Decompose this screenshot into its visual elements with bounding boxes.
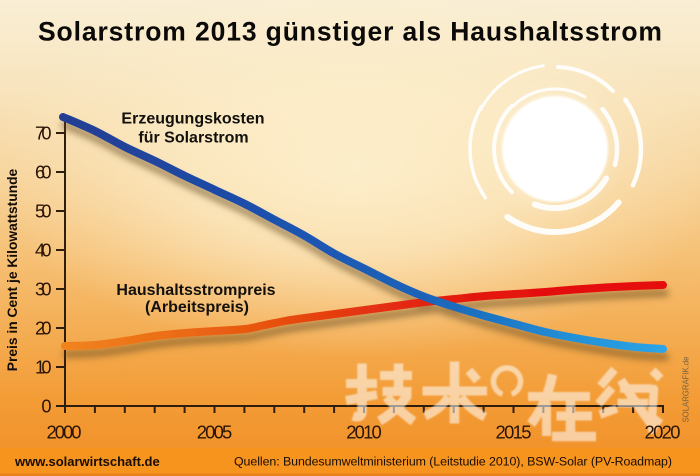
svg-text:2020: 2020 xyxy=(645,422,681,443)
svg-text:70: 70 xyxy=(35,124,52,144)
svg-text:2010: 2010 xyxy=(346,422,382,443)
svg-text:20: 20 xyxy=(35,319,52,339)
svg-text:30: 30 xyxy=(35,280,52,300)
svg-text:Solarstrom 2013 günstiger als: Solarstrom 2013 günstiger als Haushaltss… xyxy=(38,17,662,47)
svg-text:(Arbeitspreis): (Arbeitspreis) xyxy=(145,299,249,316)
svg-text:2005: 2005 xyxy=(197,422,233,443)
svg-text:Preis in Cent je Kilowattstund: Preis in Cent je Kilowattstunde xyxy=(5,168,20,371)
svg-text:Quellen: Bundesumweltministeri: Quellen: Bundesumweltministerium (Leitst… xyxy=(234,455,672,469)
svg-text:60: 60 xyxy=(35,163,52,183)
svg-text:0: 0 xyxy=(41,397,51,417)
svg-text:SOLARGRAFIK.de: SOLARGRAFIK.de xyxy=(681,356,691,422)
svg-text:2000: 2000 xyxy=(47,422,82,443)
svg-text:Haushaltsstrompreis: Haushaltsstrompreis xyxy=(116,282,275,299)
svg-text:40: 40 xyxy=(35,241,52,261)
svg-text:www.solarwirtschaft.de: www.solarwirtschaft.de xyxy=(14,454,160,469)
svg-text:Erzeugungskosten: Erzeugungskosten xyxy=(121,111,264,128)
svg-text:2015: 2015 xyxy=(496,422,532,443)
svg-text:50: 50 xyxy=(35,202,52,222)
svg-text:für Solarstrom: für Solarstrom xyxy=(138,130,248,147)
svg-text:10: 10 xyxy=(35,358,52,378)
